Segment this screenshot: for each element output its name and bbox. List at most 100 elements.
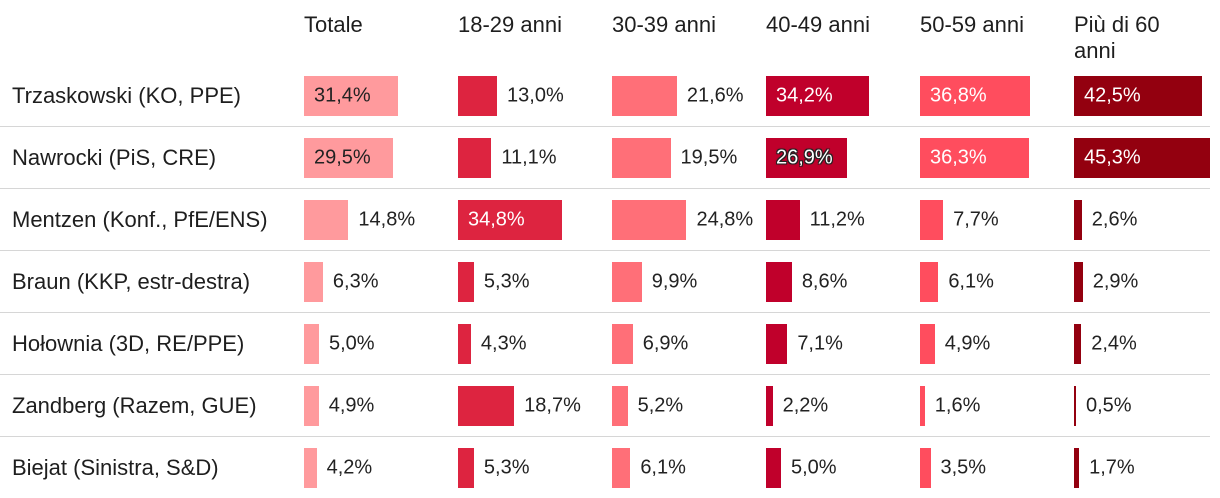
row-separator [0, 126, 1210, 127]
value-bar [612, 200, 687, 240]
value-label: 31,4% [314, 84, 371, 107]
value-label: 9,9% [651, 270, 698, 293]
value-bar [766, 262, 792, 302]
value-bar [920, 76, 1031, 116]
value-label: 11,1% [501, 146, 557, 169]
value-label: 34,2% [776, 84, 833, 107]
value-bar [1074, 448, 1080, 488]
value-bar [458, 262, 474, 302]
value-label: 8,6% [801, 270, 848, 293]
value-bar [920, 448, 931, 488]
value-label: 6,9% [642, 332, 689, 355]
value-bar [458, 200, 563, 240]
value-label: 45,3% [1084, 146, 1141, 169]
value-bar [920, 138, 1029, 178]
value-label: 14,8% [358, 208, 416, 231]
column-header: 30-39 anni [612, 12, 716, 37]
value-bar [304, 448, 317, 488]
row-separator [0, 374, 1210, 375]
value-bar [766, 138, 847, 178]
value-bar [304, 262, 323, 302]
value-label: 11,2% [809, 208, 865, 231]
value-bar [304, 76, 399, 116]
column-header: 18-29 anni [458, 12, 562, 37]
value-bar [458, 324, 471, 364]
value-label: 18,7% [524, 394, 581, 417]
value-label: 36,3% [930, 146, 987, 169]
value-label: 42,5% [1084, 84, 1141, 107]
value-bar [920, 262, 939, 302]
row-label: Zandberg (Razem, GUE) [12, 393, 257, 418]
value-bar [304, 200, 349, 240]
value-label: 1,7% [1089, 456, 1135, 479]
row-label: Biejat (Sinistra, S&D) [12, 455, 219, 480]
value-bar [1074, 324, 1082, 364]
value-label: 4,9% [328, 394, 375, 417]
value-bar [458, 138, 492, 178]
value-bar [458, 448, 474, 488]
value-bar [458, 386, 515, 426]
value-label: 24,8% [696, 208, 754, 231]
value-label: 6,1% [948, 270, 994, 293]
value-bar [766, 448, 781, 488]
value-label: 4,2% [326, 456, 373, 479]
value-bar [458, 76, 498, 116]
row-separator [0, 250, 1210, 251]
value-bar [612, 138, 671, 178]
value-bar [612, 324, 633, 364]
value-label: 4,3% [480, 332, 527, 355]
value-bar [304, 324, 319, 364]
value-label: 13,0% [507, 84, 564, 107]
value-bar [766, 386, 773, 426]
column-header: 50-59 anni [920, 12, 1024, 37]
value-label: 5,3% [483, 270, 530, 293]
value-label: 26,9% [776, 146, 833, 169]
value-label: 34,8% [468, 208, 525, 231]
value-bar [920, 324, 935, 364]
row-label: Nawrocki (PiS, CRE) [12, 145, 217, 170]
value-label: 5,0% [791, 456, 837, 479]
column-header: Totale [304, 12, 363, 37]
value-label: 1,6% [934, 394, 981, 417]
value-label: 5,2% [637, 394, 684, 417]
value-label: 3,5% [940, 456, 987, 479]
value-label: 5,3% [483, 456, 530, 479]
row-label: Braun (KKP, estr-destra) [12, 269, 251, 294]
value-bar [1074, 386, 1076, 426]
value-label: 2,6% [1091, 208, 1138, 231]
value-label: 7,7% [953, 208, 999, 231]
value-label: 29,5% [314, 146, 371, 169]
value-bar [1074, 76, 1202, 116]
row-label: Mentzen (Konf., PfE/ENS) [12, 207, 268, 232]
value-label: 5,0% [329, 332, 375, 355]
value-label: 19,5% [680, 146, 738, 169]
value-label: 2,4% [1091, 332, 1137, 355]
value-label: 0,5% [1086, 394, 1132, 417]
row-separator [0, 436, 1210, 437]
value-bar [920, 200, 944, 240]
row-separator [0, 188, 1210, 189]
value-bar [766, 76, 869, 116]
row-label: Trzaskowski (KO, PPE) [12, 83, 241, 108]
value-label: 2,2% [782, 394, 829, 417]
value-bar [612, 76, 677, 116]
value-label: 2,9% [1092, 270, 1139, 293]
row-label: Hołownia (3D, RE/PPE) [12, 331, 245, 356]
value-label: 7,1% [797, 332, 843, 355]
value-bar [304, 386, 319, 426]
column-header: Più di 60 anni [1074, 12, 1160, 63]
value-bar [612, 262, 642, 302]
value-bar [766, 200, 800, 240]
value-label: 21,6% [686, 84, 744, 107]
value-bar [612, 448, 631, 488]
value-bar [1074, 262, 1083, 302]
value-bar [304, 138, 393, 178]
value-bar [766, 324, 788, 364]
value-bar [612, 386, 628, 426]
value-bar [920, 386, 925, 426]
row-separator [0, 312, 1210, 313]
value-label: 6,1% [640, 456, 686, 479]
value-bar [1074, 200, 1082, 240]
value-label: 36,8% [930, 84, 987, 107]
